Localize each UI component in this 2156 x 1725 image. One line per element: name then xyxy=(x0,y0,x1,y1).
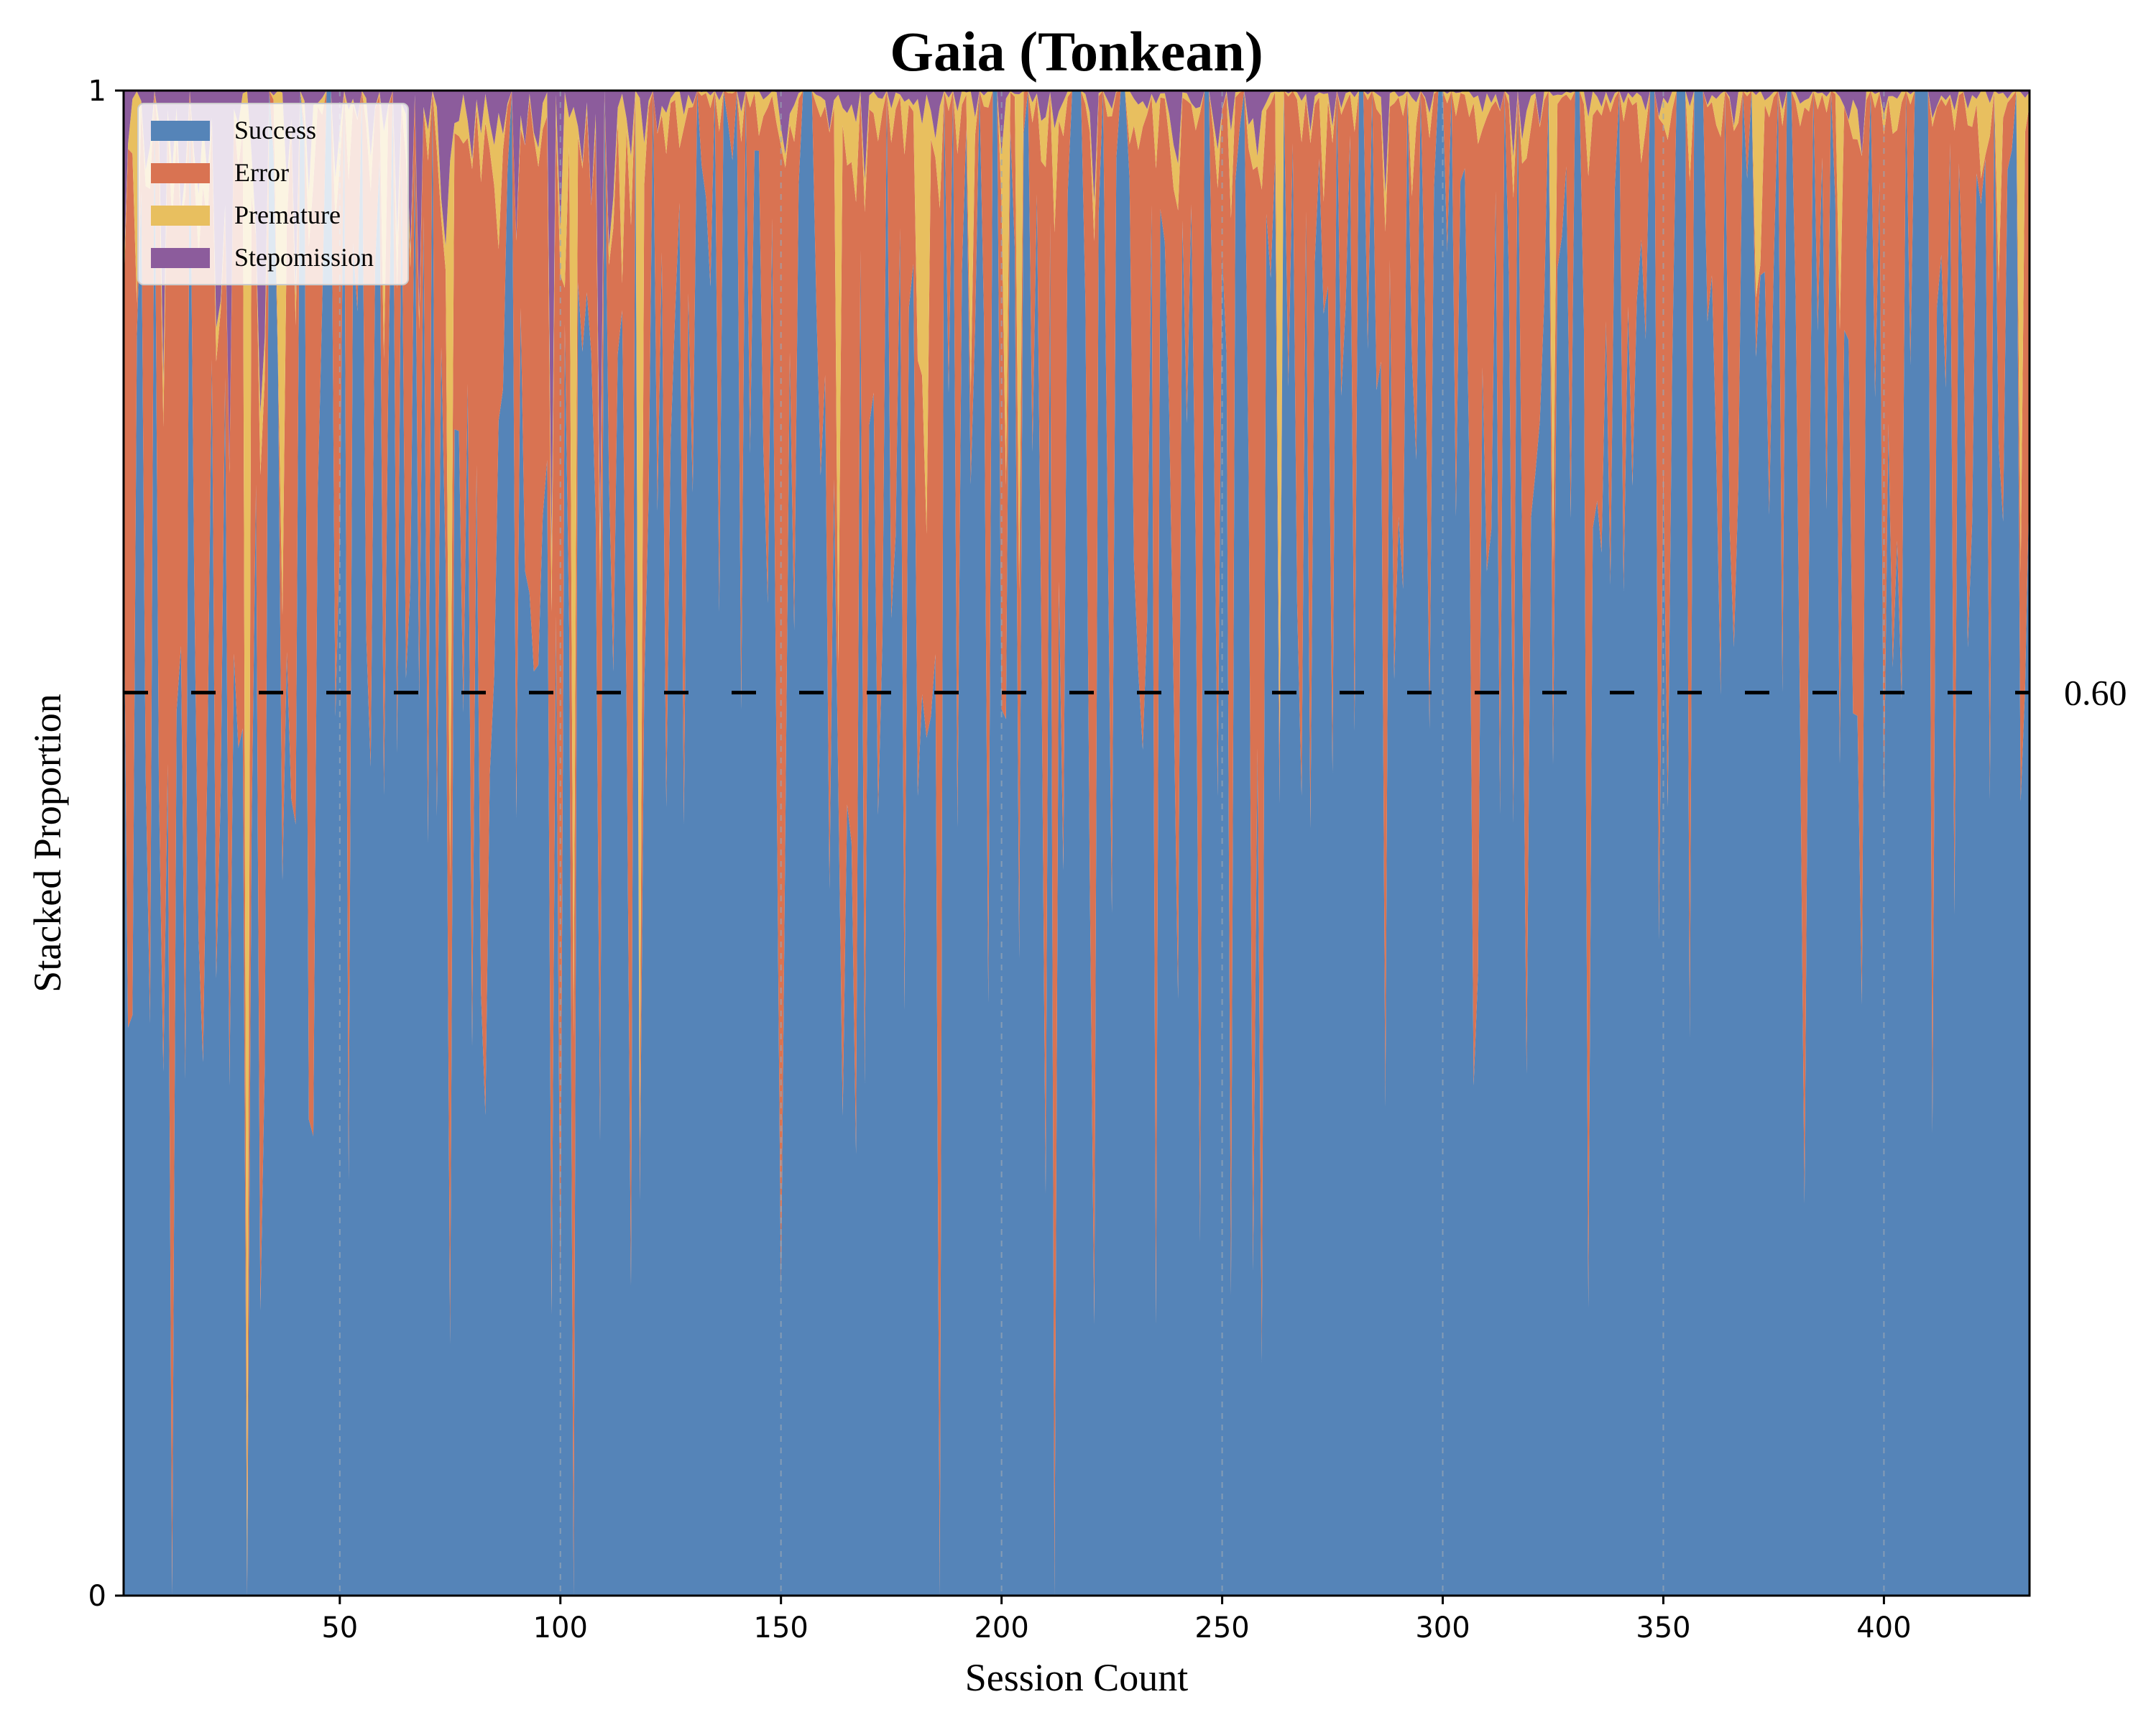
x-tick-label-50: 50 xyxy=(321,1611,358,1644)
x-axis-label: Session Count xyxy=(965,1656,1189,1699)
legend-swatch-success xyxy=(151,121,210,141)
legend: Success Error Premature Stepomission xyxy=(137,103,409,285)
reference-line-label: 0.60 xyxy=(2064,673,2127,713)
x-tick-label-200: 200 xyxy=(974,1611,1028,1644)
y-tick-label-0: 0 xyxy=(88,1580,106,1613)
legend-label-error: Error xyxy=(234,158,289,187)
vertical-gridlines xyxy=(338,91,1885,1596)
legend-box xyxy=(137,103,409,285)
chart-title: Gaia (Tonkean) xyxy=(890,20,1263,83)
y-tick-label-1: 1 xyxy=(88,75,106,108)
y-axis-label: Stacked Proportion xyxy=(26,694,69,992)
legend-swatch-error xyxy=(151,163,210,183)
area-success xyxy=(124,91,2030,1596)
plot-frame xyxy=(122,89,2031,1597)
x-tick-label-350: 350 xyxy=(1636,1611,1690,1644)
x-tick-label-400: 400 xyxy=(1856,1611,1911,1644)
area-layers xyxy=(124,91,2030,1596)
legend-label-premature: Premature xyxy=(234,201,341,229)
y-axis-ticks: 01 xyxy=(88,75,124,1613)
x-tick-label-250: 250 xyxy=(1194,1611,1249,1644)
x-tick-label-100: 100 xyxy=(533,1611,588,1644)
legend-label-stepomission: Stepomission xyxy=(234,243,374,272)
x-axis-ticks: 50 100 150 200 250 300 350 400 xyxy=(321,1596,1912,1644)
area-premature xyxy=(124,91,2030,1583)
x-tick-label-150: 150 xyxy=(754,1611,808,1644)
legend-swatch-premature xyxy=(151,206,210,226)
legend-swatch-stepomission xyxy=(151,248,210,268)
area-stepomission xyxy=(124,91,2030,550)
legend-label-success: Success xyxy=(234,116,316,144)
x-tick-label-300: 300 xyxy=(1415,1611,1470,1644)
